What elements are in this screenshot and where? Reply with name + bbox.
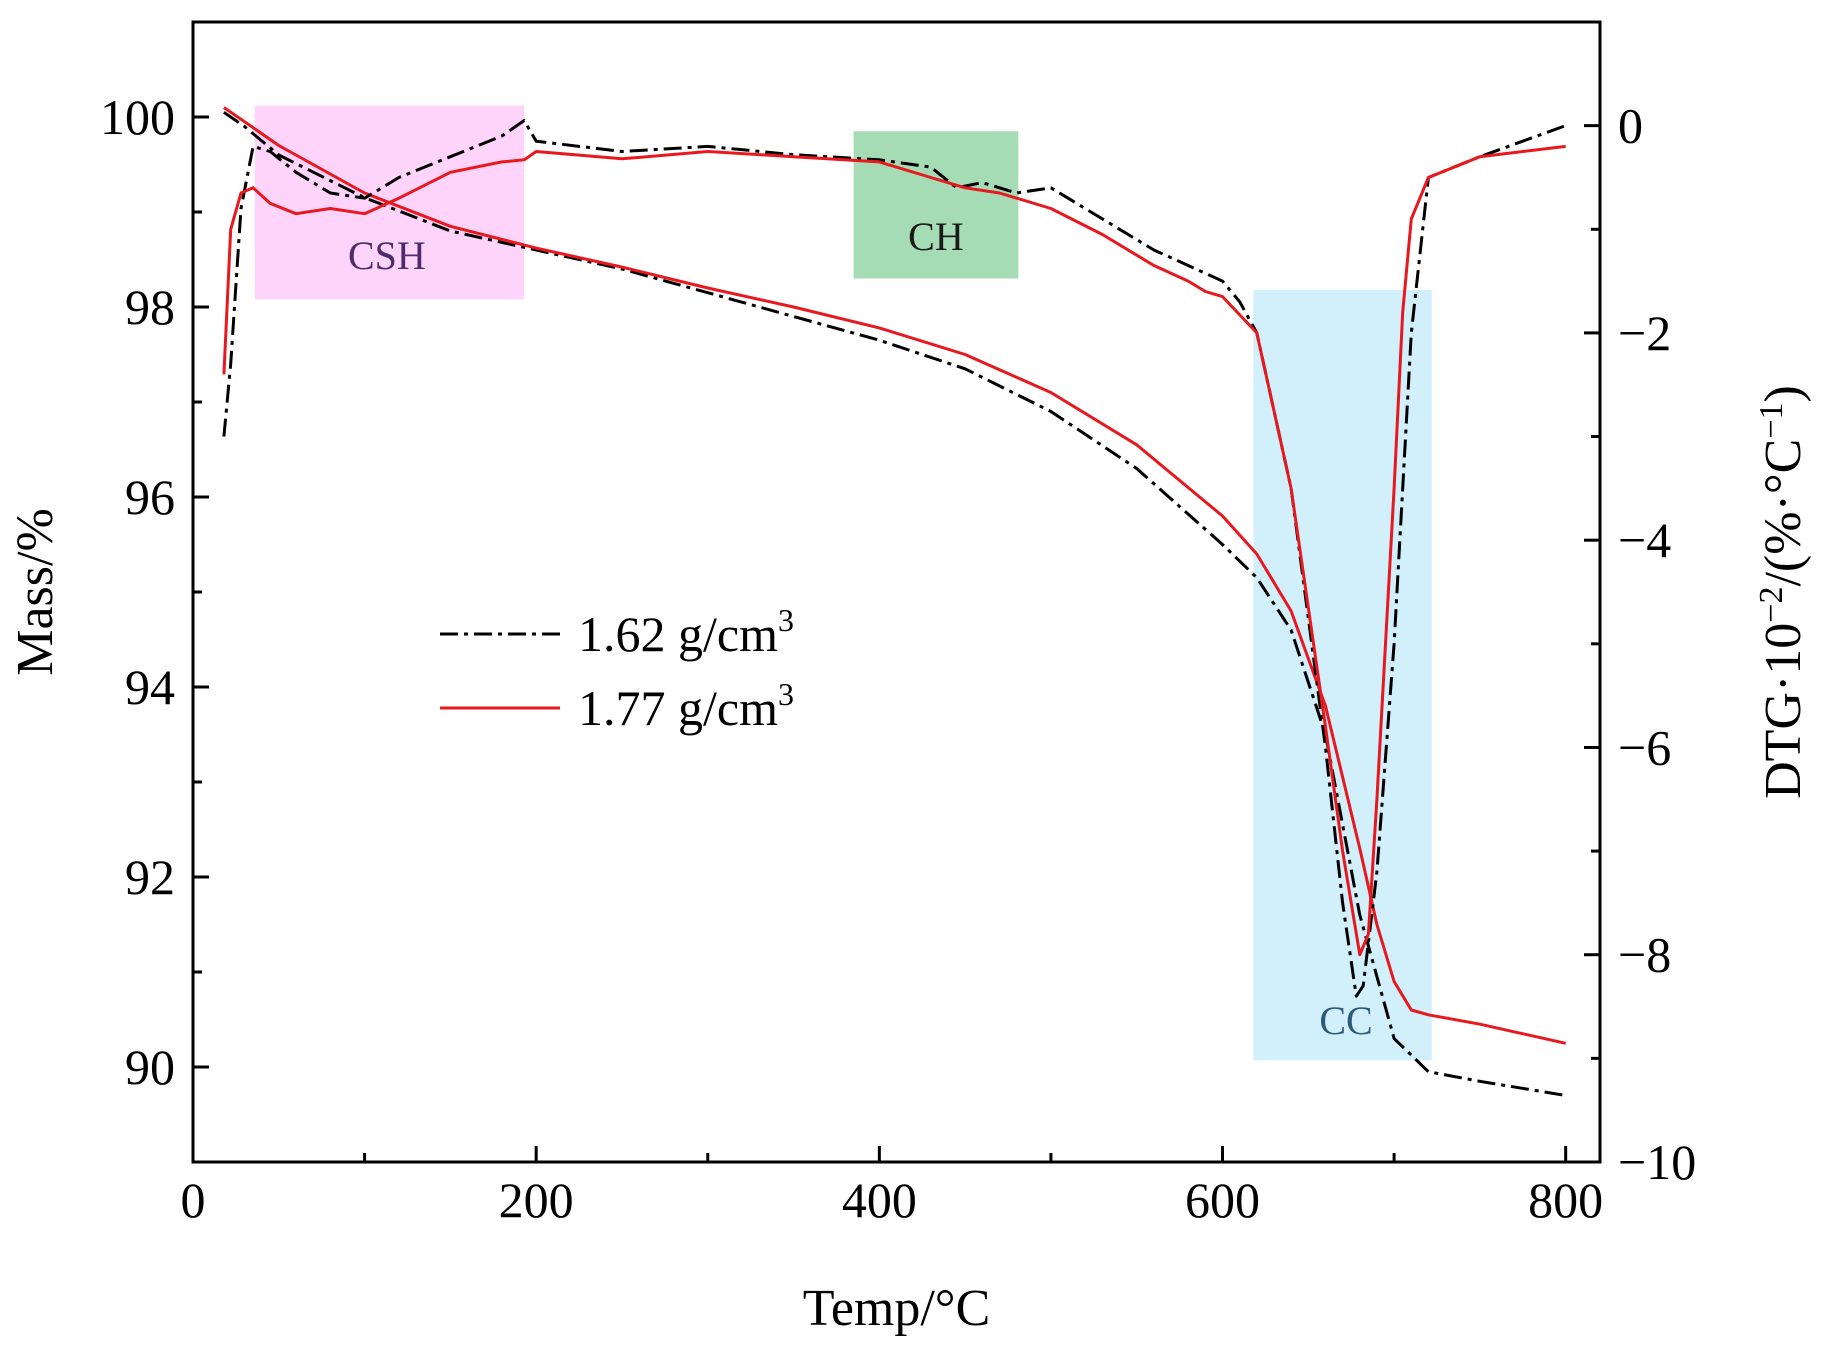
y-right-axis-title: DTG·10−2/(%·°C−1)	[1753, 385, 1812, 799]
highlight-regions: CSH CH CC	[254, 105, 1432, 1061]
legend-entry-2: 1.77 g/cm3	[578, 676, 794, 736]
region-ch	[853, 131, 1019, 279]
legend-superscript: 3	[778, 676, 794, 712]
y-right-tick-label: −8	[1618, 927, 1671, 983]
region-label-cc: CC	[1319, 998, 1372, 1043]
y-left-tick-label: 90	[125, 1039, 175, 1095]
y-left-tick-label: 100	[100, 89, 175, 145]
region-label-ch: CH	[908, 214, 964, 259]
y-right-title-part: )	[1755, 385, 1812, 402]
x-tick-label: 800	[1528, 1172, 1603, 1228]
region-cc	[1253, 289, 1432, 1061]
y-left-tick-label: 98	[125, 279, 175, 335]
x-tick-label: 0	[181, 1172, 206, 1228]
legend-entry-1: 1.62 g/cm3	[578, 602, 794, 662]
x-axis-title: Temp/°C	[803, 1280, 991, 1337]
y-left-tick-label: 96	[125, 469, 175, 525]
legend-superscript: 3	[778, 602, 794, 638]
y-left-tick-label: 94	[125, 659, 175, 715]
y-right-tick-label: −4	[1618, 512, 1671, 568]
x-tick-label: 200	[499, 1172, 574, 1228]
series-1-62-g-cm3-dtg	[222, 119, 1567, 998]
legend-name: 1.62 g/cm	[578, 606, 778, 662]
y-right-tick-label: −10	[1618, 1134, 1696, 1190]
y-right-title-superscript: −1	[1753, 402, 1790, 438]
y-right-title-part: /(%·°C	[1755, 439, 1812, 587]
x-tick-label: 600	[1185, 1172, 1260, 1228]
series-lines	[222, 106, 1567, 1097]
series-1-77-g-cm3-dtg	[222, 144, 1566, 957]
series-1-77-g-cm3-tg	[223, 106, 1567, 1045]
y-right-tick-label: −6	[1618, 719, 1671, 775]
y-left-axis-title: Mass/%	[7, 508, 64, 676]
legend-name: 1.77 g/cm	[578, 680, 778, 736]
y-right-tick-label: 0	[1618, 98, 1643, 154]
tick-labels: 0 200 400 600 800 90 92 94 96 98 100 −10 −8 −6 −4 −2 0	[100, 89, 1696, 1228]
axis-ticks	[191, 115, 1600, 1164]
x-tick-label: 400	[842, 1172, 917, 1228]
y-right-title-part: DTG·10	[1755, 623, 1812, 799]
y-right-tick-label: −2	[1618, 305, 1671, 361]
y-left-tick-label: 92	[125, 849, 175, 905]
region-label-csh: CSH	[348, 233, 426, 278]
series-1-62-g-cm3-tg	[223, 111, 1566, 1097]
y-right-title-superscript: −2	[1753, 587, 1790, 623]
axis-titles: Temp/°C Mass/% DTG·10−2/(%·°C−1)	[7, 385, 1812, 1337]
